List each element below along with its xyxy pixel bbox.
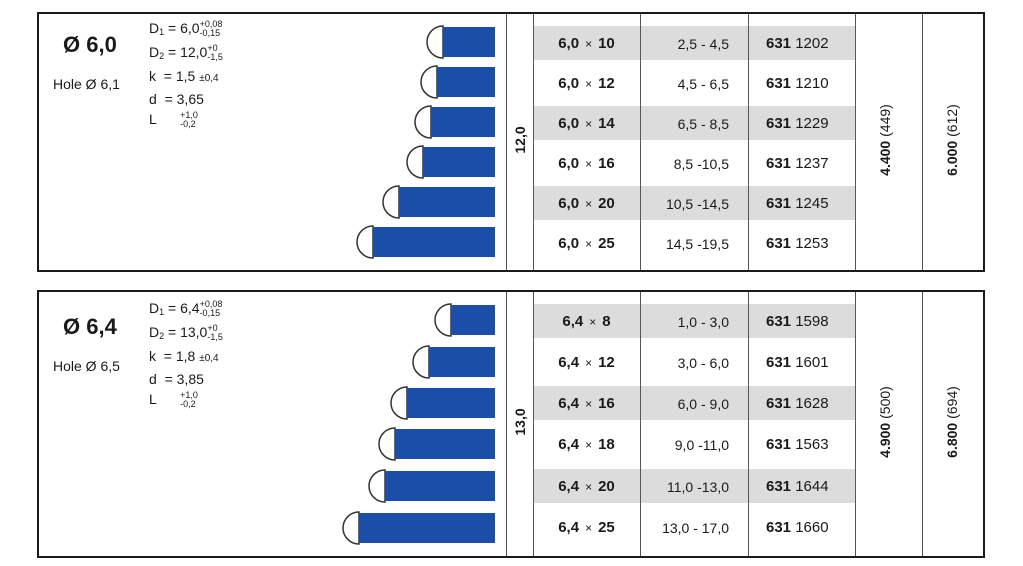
spec-d1: D1 = 6,0+0,08 -0,15: [149, 19, 223, 39]
spec-d: d = 3,65: [149, 91, 204, 107]
rivet-icon-12: [412, 345, 495, 379]
row-shade: [533, 26, 856, 60]
hole-diameter: Hole Ø 6,1: [53, 76, 120, 92]
rivet-icon-10: [426, 25, 495, 59]
spec-list: D1 = 6,0+0,08 -0,15 D2 = 12,0+0 -1,5 k = 1…: [149, 18, 299, 129]
spec-d2: D2 = 13,0+0 -1,5: [149, 323, 223, 343]
hole-diameter: Hole Ø 6,5: [53, 358, 120, 374]
rivet-icon-20: [382, 185, 495, 219]
row-shade: [533, 469, 856, 503]
rivet-icon-16: [406, 145, 495, 179]
shear-strength: 4.400 (449): [877, 104, 893, 176]
rivet-icon-14: [414, 105, 495, 139]
rivet-icon-18: [378, 427, 495, 461]
rivet-diameter: Ø 6,4: [63, 314, 117, 339]
shear-strength: 4.900 (500): [877, 386, 893, 458]
rivet-icon-25: [356, 225, 495, 259]
rivet-drawings: [356, 25, 495, 259]
rivet-group-6-4: Ø 6,4 Hole Ø 6,5 D1 = 6,4+0,08 -0,15 D2 =…: [37, 290, 985, 558]
head-diameter: 12,0: [512, 126, 528, 154]
rivet-icon-16: [390, 386, 495, 420]
spec-l: L +1,0 -0,2: [149, 390, 198, 410]
rivet-icon-25: [342, 511, 495, 545]
spec-d2: D2 = 12,0+0 -1,5: [149, 43, 223, 63]
rivet-group-6-0: Ø 6,0 Hole Ø 6,1 D1 = 6,0+0,08 -0,15 D2 =…: [37, 12, 985, 272]
tensile-strength: 6.000 (612): [944, 104, 960, 176]
row-shade: [533, 106, 856, 140]
rivet-icon-12: [420, 65, 495, 99]
row-shade: [533, 186, 856, 220]
spec-k: k = 1,8 ±0,4: [149, 348, 219, 364]
tensile-strength: 6.800 (694): [944, 386, 960, 458]
rivet-diameter: Ø 6,0: [63, 32, 117, 57]
spec-d: d = 3,85: [149, 371, 204, 387]
row-shade: [533, 304, 856, 338]
spec-d1: D1 = 6,4+0,08 -0,15: [149, 299, 223, 319]
row-shade: [533, 386, 856, 420]
head-diameter: 13,0: [512, 408, 528, 436]
rivet-icon-8: [434, 303, 495, 337]
spec-k: k = 1,5 ±0,4: [149, 68, 219, 84]
rivet-icon-20: [368, 469, 495, 503]
spec-list: D1 = 6,4+0,08 -0,15 D2 = 13,0+0 -1,5 k = 1…: [149, 298, 299, 409]
rivet-drawings: [342, 303, 495, 545]
spec-l: L +1,0 -0,2: [149, 110, 198, 130]
